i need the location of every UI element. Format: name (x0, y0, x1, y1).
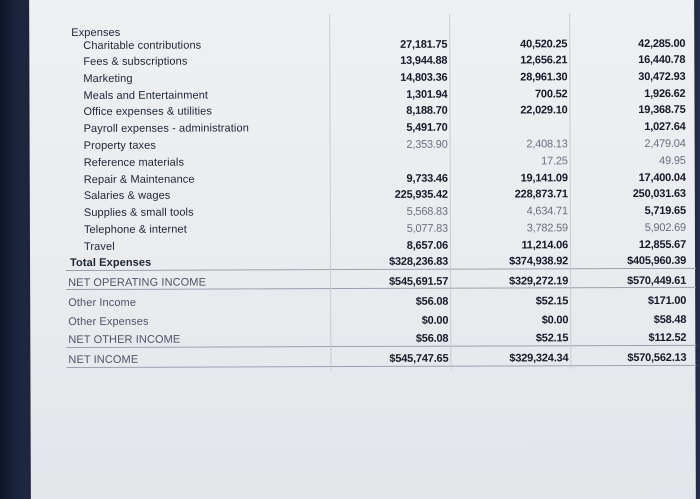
row-label: Other Expenses (68, 315, 149, 329)
row-label: Reference materials (83, 156, 185, 169)
row-label: Charitable contributions (83, 39, 202, 52)
value-col-2: $52.15 (535, 332, 569, 345)
statement-row: Reference materials 17.25 49.95 (66, 155, 686, 173)
income-statement-sheet: Expenses Charitable contributions 27,181.… (29, 0, 697, 499)
value-col-1: $56.08 (415, 332, 449, 345)
value-col-1: 27,181.75 (400, 38, 448, 51)
value-col-1: $56.08 (415, 295, 449, 308)
value-col-1: 5,568.83 (406, 205, 448, 218)
value-col-3: 12,855.67 (638, 238, 687, 252)
statement-row: Telephone & internet 5,077.83 3,782.59 5,90… (66, 222, 686, 240)
row-label: Total Expenses (70, 256, 152, 270)
value-col-3: 17,400.04 (638, 171, 686, 185)
value-col-2: $329,324.34 (509, 352, 569, 365)
value-col-2: 11,214.06 (521, 239, 569, 252)
value-col-1: 8,657.06 (406, 239, 449, 252)
value-col-3: 49.95 (659, 154, 686, 167)
value-col-2: 22,029.10 (520, 104, 568, 117)
value-col-3: 42,285.00 (638, 37, 686, 51)
value-col-3: 16,440.78 (638, 53, 686, 67)
statement-row: Salaries & wages 225,935.42 228,873.71 250,… (66, 188, 686, 206)
section-title: Expenses (71, 26, 121, 40)
statement-row: Supplies & small tools 5,568.83 4,634.71 5,… (66, 205, 686, 223)
statement-row: Other Expenses $0.00 $0.00 $58.48 (66, 314, 686, 332)
value-col-2: 17.25 (541, 155, 568, 168)
value-col-3: $58.48 (653, 313, 687, 326)
value-col-3: 250,031.63 (632, 187, 686, 201)
value-col-3: $112.52 (648, 331, 687, 345)
value-col-2: 228,873.71 (514, 188, 568, 201)
value-col-3: $570,449.61 (627, 274, 687, 288)
value-col-1: 5,491.70 (406, 121, 448, 134)
value-col-3: 1,926.62 (644, 87, 686, 101)
statement-row: Payroll expenses - administration 5,491.7… (66, 121, 686, 139)
value-col-1: 5,077.83 (406, 222, 448, 235)
value-col-2: 4,634.71 (526, 205, 568, 218)
value-col-2: $0.00 (541, 314, 569, 327)
value-col-2: 19,141.09 (520, 172, 568, 185)
value-col-2: 40,520.25 (520, 38, 568, 51)
value-col-1: 9,733.46 (406, 172, 448, 185)
row-label: NET INCOME (68, 353, 139, 367)
statement-row: Other Income $56.08 $52.15 $171.00 (66, 295, 686, 313)
row-label: Repair & Maintenance (83, 173, 195, 186)
value-col-1: 1,301.94 (406, 88, 448, 101)
value-col-2: $374,938.92 (509, 255, 569, 268)
value-col-2: 12,656.21 (520, 54, 568, 67)
statement-row: Fees & subscriptions 13,944.88 12,656.21 16… (65, 54, 685, 72)
value-col-2: $329,272.19 (509, 275, 569, 288)
row-label: Property taxes (83, 139, 156, 152)
row-label: Supplies & small tools (83, 206, 194, 219)
value-col-3: 19,368.75 (638, 103, 686, 117)
value-col-1: 225,935.42 (394, 188, 448, 201)
row-label: Fees & subscriptions (83, 55, 188, 68)
value-col-1: 13,944.88 (400, 54, 448, 67)
statement-row: Marketing 14,803.36 28,961.30 30,472.93 (65, 71, 685, 89)
row-label: NET OTHER INCOME (68, 333, 181, 347)
value-col-2: 700.52 (534, 88, 568, 101)
value-col-1: $545,747.65 (389, 352, 449, 365)
value-col-1: $328,236.83 (389, 255, 449, 268)
row-label: Marketing (83, 72, 133, 85)
row-label: NET OPERATING INCOME (68, 276, 207, 290)
row-label: Salaries & wages (83, 189, 171, 202)
value-col-3: 30,472.93 (638, 70, 686, 84)
row-label: Telephone & internet (83, 223, 187, 236)
statement-row: NET OPERATING INCOME $545,691.57 $329,272.… (66, 275, 686, 293)
row-label: Travel (83, 240, 115, 253)
value-col-3: 5,719.65 (644, 204, 686, 218)
value-col-3: $570,562.13 (627, 351, 687, 365)
statement-row: Property taxes 2,353.90 2,408.13 2,479.04 (66, 138, 686, 156)
value-col-1: 8,188.70 (406, 104, 448, 117)
row-label: Payroll expenses - administration (83, 122, 249, 135)
value-col-1: 14,803.36 (400, 71, 448, 84)
statement-row: Office expenses & utilities 8,188.70 22,02… (65, 104, 685, 122)
value-col-2: 28,961.30 (520, 71, 568, 84)
value-col-3: $405,960.39 (627, 254, 687, 268)
row-label: Meals and Entertainment (83, 89, 209, 102)
value-col-1: $545,691.57 (389, 275, 449, 288)
value-col-3: 5,902.69 (644, 221, 686, 235)
value-col-2: $52.15 (535, 295, 569, 308)
row-label: Office expenses & utilities (83, 105, 212, 118)
row-label: Other Income (68, 296, 137, 310)
value-col-2: 2,408.13 (526, 138, 568, 151)
value-col-3: $171.00 (647, 294, 687, 308)
value-col-1: $0.00 (421, 314, 449, 327)
value-col-1: 2,353.90 (406, 138, 448, 151)
value-col-2: 3,782.59 (526, 222, 568, 235)
value-col-3: 2,479.04 (644, 137, 686, 151)
value-col-3: 1,027.64 (644, 120, 686, 134)
